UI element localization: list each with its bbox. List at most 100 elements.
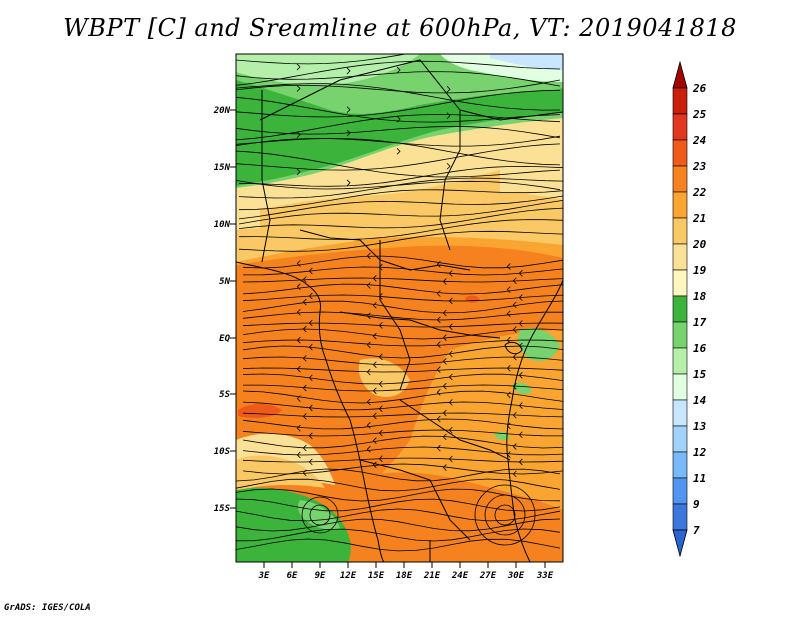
streamline: [236, 528, 561, 542]
streamline: [236, 488, 561, 502]
streamline: [236, 538, 561, 552]
streamline: [242, 345, 563, 359]
streamline-arrow: [346, 129, 351, 137]
lon-label: 27E: [479, 571, 497, 581]
streamline-arrow: [372, 412, 377, 420]
streamline-arrow: [296, 260, 301, 267]
streamline-arrow: [512, 353, 517, 361]
streamline-arrow: [378, 322, 383, 329]
lon-label: 21E: [423, 571, 441, 581]
streamline: [238, 199, 563, 225]
lake-victoria: [504, 341, 523, 355]
streamline: [242, 457, 563, 463]
streamline: [236, 90, 561, 118]
lon-label: 15E: [368, 571, 385, 581]
streamline-arrow: [448, 323, 453, 331]
streamline-arrow: [378, 353, 383, 361]
colorbar-segment: [672, 113, 688, 141]
colorbar-segment: [672, 321, 688, 349]
streamline-arrow: [448, 373, 453, 381]
streamline-arrow: [308, 292, 313, 300]
streamline-arrow: [296, 365, 301, 373]
streamline-arrow: [512, 326, 517, 333]
streamline-arrow: [372, 275, 377, 282]
streamline-arrow: [506, 422, 511, 430]
wbpt-zone-16-17-east: [517, 328, 560, 362]
streamline: [242, 429, 563, 437]
colorbar: 26 25 24 23 22 21 20 19 18 17 16 15 14 13 12 11 9 7: [672, 60, 707, 558]
streamline-vortex: [494, 504, 516, 526]
streamline: [242, 356, 563, 366]
streamline-arrow: [442, 358, 447, 365]
lat-label: 15N: [214, 163, 231, 173]
streamline-arrow: [506, 364, 511, 372]
streamline-arrow: [436, 366, 441, 373]
streamline-arrow: [512, 301, 517, 309]
lon-label: 12E: [340, 571, 357, 581]
streamline-arrow: [436, 341, 441, 348]
streamline: [238, 195, 563, 220]
streamline-arrow: [366, 252, 371, 260]
streamline-arrow: [366, 368, 371, 376]
streamline-arrow: [518, 431, 523, 439]
streamline-arrow: [378, 293, 383, 300]
streamline-arrow: [372, 461, 377, 469]
border-2: [339, 311, 501, 339]
streamline-arrow: [506, 263, 511, 270]
streamline-arrow: [308, 404, 313, 412]
lat-label: 10N: [214, 220, 231, 230]
streamline: [243, 384, 563, 392]
streamline-arrow: [436, 389, 441, 396]
streamline-arrow: [442, 334, 447, 341]
wbpt-zone-17-18-north: [236, 80, 563, 186]
streamline: [242, 463, 563, 475]
streamline: [242, 255, 563, 269]
streamline: [242, 435, 563, 449]
wbpt-zone-19-20-south: [236, 455, 325, 490]
lat-label: 15S: [214, 504, 231, 514]
lon-label: 18E: [396, 571, 413, 581]
lon-label: 6E: [287, 571, 298, 581]
streamline-arrow: [302, 298, 307, 306]
streamline-arrow: [308, 343, 313, 351]
colorbar-segment: [672, 139, 688, 167]
streamline-vortex: [474, 484, 536, 546]
coastline-west: [236, 261, 385, 562]
streamline-arrow: [372, 302, 377, 309]
lat-label: EQ: [219, 334, 230, 344]
lon-label: 9E: [315, 571, 326, 581]
streamline-arrow: [448, 399, 453, 406]
streamline-arrow: [366, 341, 371, 349]
streamline: [236, 143, 561, 171]
longitude-axis: 3E 6E 9E 12E 15E 18E 21E 24E 27E 30E 33E: [258, 562, 554, 581]
colorbar-segment: [672, 87, 688, 115]
streamline-arrow: [518, 294, 523, 301]
streamline-arrow: [302, 444, 307, 452]
colorbar-segment: [672, 243, 688, 271]
streamline-arrow: [302, 384, 307, 392]
streamline-arrow: [378, 455, 383, 462]
streamline-arrow: [442, 382, 447, 390]
latitude-axis: 20N 15N 10N 5N EQ 5S 10S 15S: [213, 106, 236, 514]
colorbar-label: 18: [693, 290, 707, 303]
wbpt-zone-15-16-north: [236, 54, 420, 86]
streamline-arrow: [296, 168, 301, 176]
streamline-arrow: [506, 310, 511, 318]
streamline-arrow: [296, 63, 301, 71]
streamline-arrow: [308, 319, 313, 327]
streamline: [242, 373, 563, 385]
streamline-arrow: [308, 374, 313, 382]
streamline: [238, 177, 563, 199]
streamline-arrow: [396, 148, 401, 155]
map-frame: [235, 53, 564, 563]
streamlines: [236, 54, 563, 552]
streamline-arrow: [442, 309, 447, 317]
country-borders: [236, 59, 563, 562]
streamline-arrow: [396, 115, 401, 123]
streamline-arrow: [436, 290, 441, 297]
colorbar-label: 26: [692, 82, 707, 95]
streamline-arrow: [346, 179, 351, 187]
lon-label: 3E: [258, 571, 270, 581]
wbpt-zone-18-19: [236, 108, 563, 230]
